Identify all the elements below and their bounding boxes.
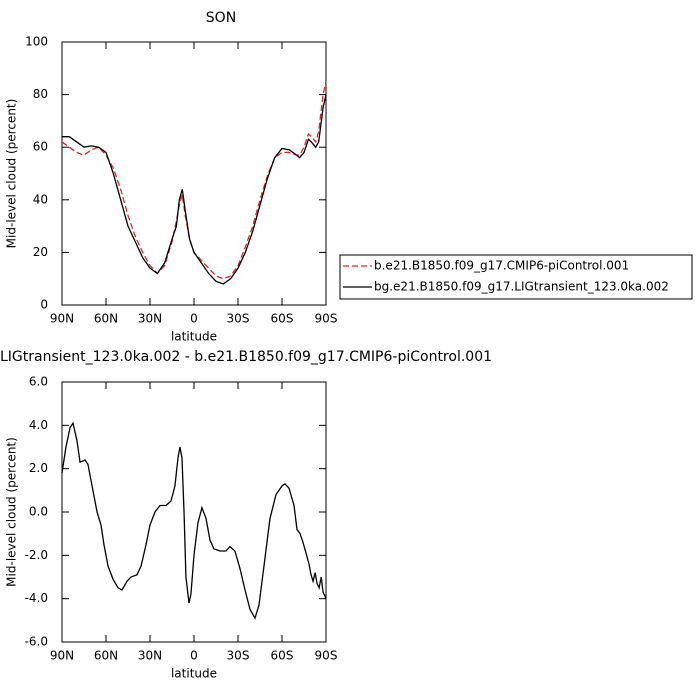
x-tick-label: 0 — [190, 312, 198, 326]
x-tick-label: 60N — [94, 649, 118, 663]
y-tick-label: -4.0 — [25, 591, 48, 605]
x-tick-label: 60N — [94, 312, 118, 326]
chart-title: LIGtransient_123.0ka.002 - b.e21.B1850.f… — [0, 349, 492, 365]
y-tick-label: 4.0 — [29, 418, 48, 432]
x-tick-label: 30S — [227, 312, 250, 326]
y-axis-label: Mid-level cloud (percent) — [5, 99, 19, 249]
legend-label: b.e21.B1850.f09_g17.CMIP6-piControl.001 — [374, 259, 629, 273]
data-line — [62, 94, 327, 285]
x-tick-label: 30N — [138, 649, 162, 663]
y-tick-label: 6.0 — [29, 375, 48, 389]
x-axis-label: latitude — [171, 330, 217, 344]
x-axis-label: latitude — [171, 667, 217, 681]
y-tick-label: 100 — [25, 35, 48, 49]
y-tick-label: 0.0 — [29, 505, 48, 519]
y-tick-label: 20 — [33, 245, 48, 259]
y-tick-label: -6.0 — [25, 635, 48, 649]
y-tick-label: 0 — [40, 298, 48, 312]
y-tick-label: -2.0 — [25, 548, 48, 562]
y-tick-label: 40 — [33, 192, 48, 206]
x-tick-label: 90N — [50, 312, 74, 326]
plot-frame — [61, 41, 327, 306]
y-tick-label: 80 — [33, 87, 48, 101]
x-tick-label: 60S — [271, 312, 294, 326]
data-line — [61, 421, 327, 620]
x-tick-label: 90S — [315, 649, 338, 663]
x-tick-label: 30N — [138, 312, 162, 326]
y-tick-label: 60 — [33, 140, 48, 154]
plot-frame — [61, 381, 327, 643]
data-line — [61, 81, 327, 280]
chart-title: SON — [206, 10, 236, 26]
x-tick-label: 60S — [271, 649, 294, 663]
x-tick-label: 30S — [227, 649, 250, 663]
x-tick-label: 0 — [190, 649, 198, 663]
y-tick-label: 2.0 — [29, 461, 48, 475]
x-tick-label: 90S — [315, 312, 338, 326]
legend-label: bg.e21.B1850.f09_g17.LIGtransient_123.0k… — [374, 280, 669, 294]
legend-box — [339, 254, 693, 300]
x-tick-label: 90N — [50, 649, 74, 663]
y-axis-label: Mid-level cloud (percent) — [5, 437, 19, 587]
